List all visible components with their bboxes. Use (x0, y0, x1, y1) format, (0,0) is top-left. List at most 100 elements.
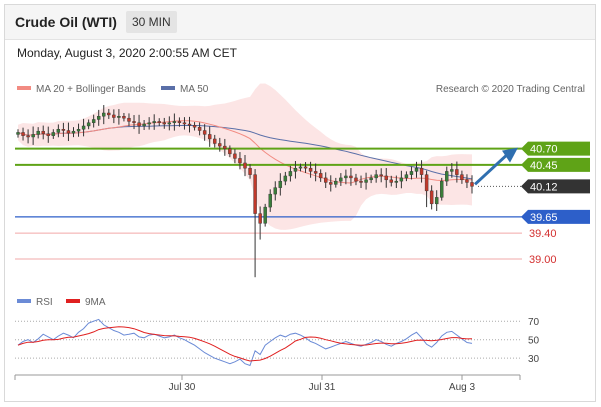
candle-body (172, 121, 177, 123)
candle (379, 168, 383, 183)
candle (102, 105, 106, 125)
candle (127, 113, 131, 127)
candle-body (364, 179, 368, 183)
candle-body (66, 130, 71, 134)
candle (253, 169, 257, 278)
timeframe-badge[interactable]: 30 MIN (126, 11, 177, 33)
candlesticks (16, 105, 474, 278)
header-bar: Crude Oil (WTI) 30 MIN (5, 5, 595, 40)
candle (329, 175, 333, 192)
candle-body (334, 180, 338, 185)
candle-body (248, 167, 252, 175)
ma20-legend-swatch (17, 86, 31, 90)
candle (177, 117, 182, 127)
candle (440, 177, 444, 201)
candle-body (379, 174, 383, 177)
candle-body (26, 135, 30, 138)
candle-body (122, 116, 126, 119)
candle-body (142, 123, 146, 127)
candle (228, 145, 232, 158)
candle-body (202, 130, 207, 135)
candle-body (51, 132, 56, 136)
candle-body (152, 121, 156, 123)
candle-body (223, 145, 227, 149)
candle (369, 174, 373, 184)
candle-body (329, 182, 333, 185)
candle (51, 129, 56, 139)
candle (202, 124, 207, 141)
candle-body (127, 117, 131, 122)
candle (66, 122, 71, 142)
chart-frame: Crude Oil (WTI) 30 MIN Monday, August 3,… (4, 4, 596, 402)
candle (298, 163, 303, 172)
candle-body (157, 121, 161, 123)
ma20-legend-label: MA 20 + Bollinger Bands (36, 84, 146, 95)
candle (349, 168, 353, 186)
rsi-ma-legend-label: 9MA (85, 297, 106, 308)
candle (122, 112, 126, 122)
candle-body (460, 174, 464, 181)
candle-body (233, 153, 237, 159)
candle-body (147, 122, 151, 125)
candle-body (445, 171, 449, 182)
candle-body (450, 169, 454, 172)
candle (389, 175, 394, 187)
rsi-level-label: 50 (528, 336, 540, 347)
candle (374, 169, 378, 183)
candle (308, 161, 313, 178)
candle (424, 170, 429, 208)
candle (339, 173, 343, 186)
candle (394, 175, 399, 189)
candle-body (394, 180, 399, 183)
candle-body (339, 177, 343, 182)
x-tick-label: Jul 30 (169, 382, 196, 393)
candle-body (46, 133, 50, 136)
candle-body (419, 167, 424, 175)
support-tag (521, 209, 590, 224)
ma50-legend-label: MA 50 (180, 84, 209, 95)
candle (41, 125, 45, 140)
rsi-lines (17, 318, 473, 367)
candle (455, 161, 459, 183)
candle-body (349, 175, 353, 179)
candle (142, 119, 146, 130)
candle (344, 169, 348, 185)
candle (132, 115, 136, 130)
candle (162, 117, 167, 129)
candle (429, 185, 434, 210)
candle (450, 163, 454, 178)
candle (273, 181, 277, 201)
candle-body (112, 114, 116, 118)
candle (419, 160, 424, 183)
candle (243, 155, 247, 177)
candle-body (228, 148, 232, 155)
candle-body (429, 190, 434, 205)
rsi-ma-legend-swatch (66, 299, 80, 303)
candle (460, 170, 464, 184)
candle (288, 165, 293, 182)
candle-body (273, 187, 277, 195)
price-levels (15, 147, 522, 260)
candle-body (384, 175, 388, 181)
candle-body (470, 182, 474, 187)
minor-level-label: 39.00 (529, 254, 557, 266)
candle-body (369, 177, 373, 181)
candle (96, 109, 101, 126)
candle-body (71, 130, 76, 134)
candle (137, 114, 141, 134)
candle (112, 109, 116, 124)
candle (31, 126, 35, 145)
resistance-label: 40.70 (530, 144, 558, 156)
candle (81, 118, 86, 137)
candle-body (293, 167, 298, 172)
candle (248, 164, 252, 179)
rsi-legend-label: RSI (36, 297, 53, 308)
copyright-text: Research © 2020 Trading Central (436, 84, 585, 95)
candle (76, 123, 81, 137)
candle-body (192, 125, 197, 128)
candle (223, 138, 227, 156)
candle (213, 134, 217, 148)
candle (61, 122, 66, 137)
candle-body (177, 121, 182, 123)
